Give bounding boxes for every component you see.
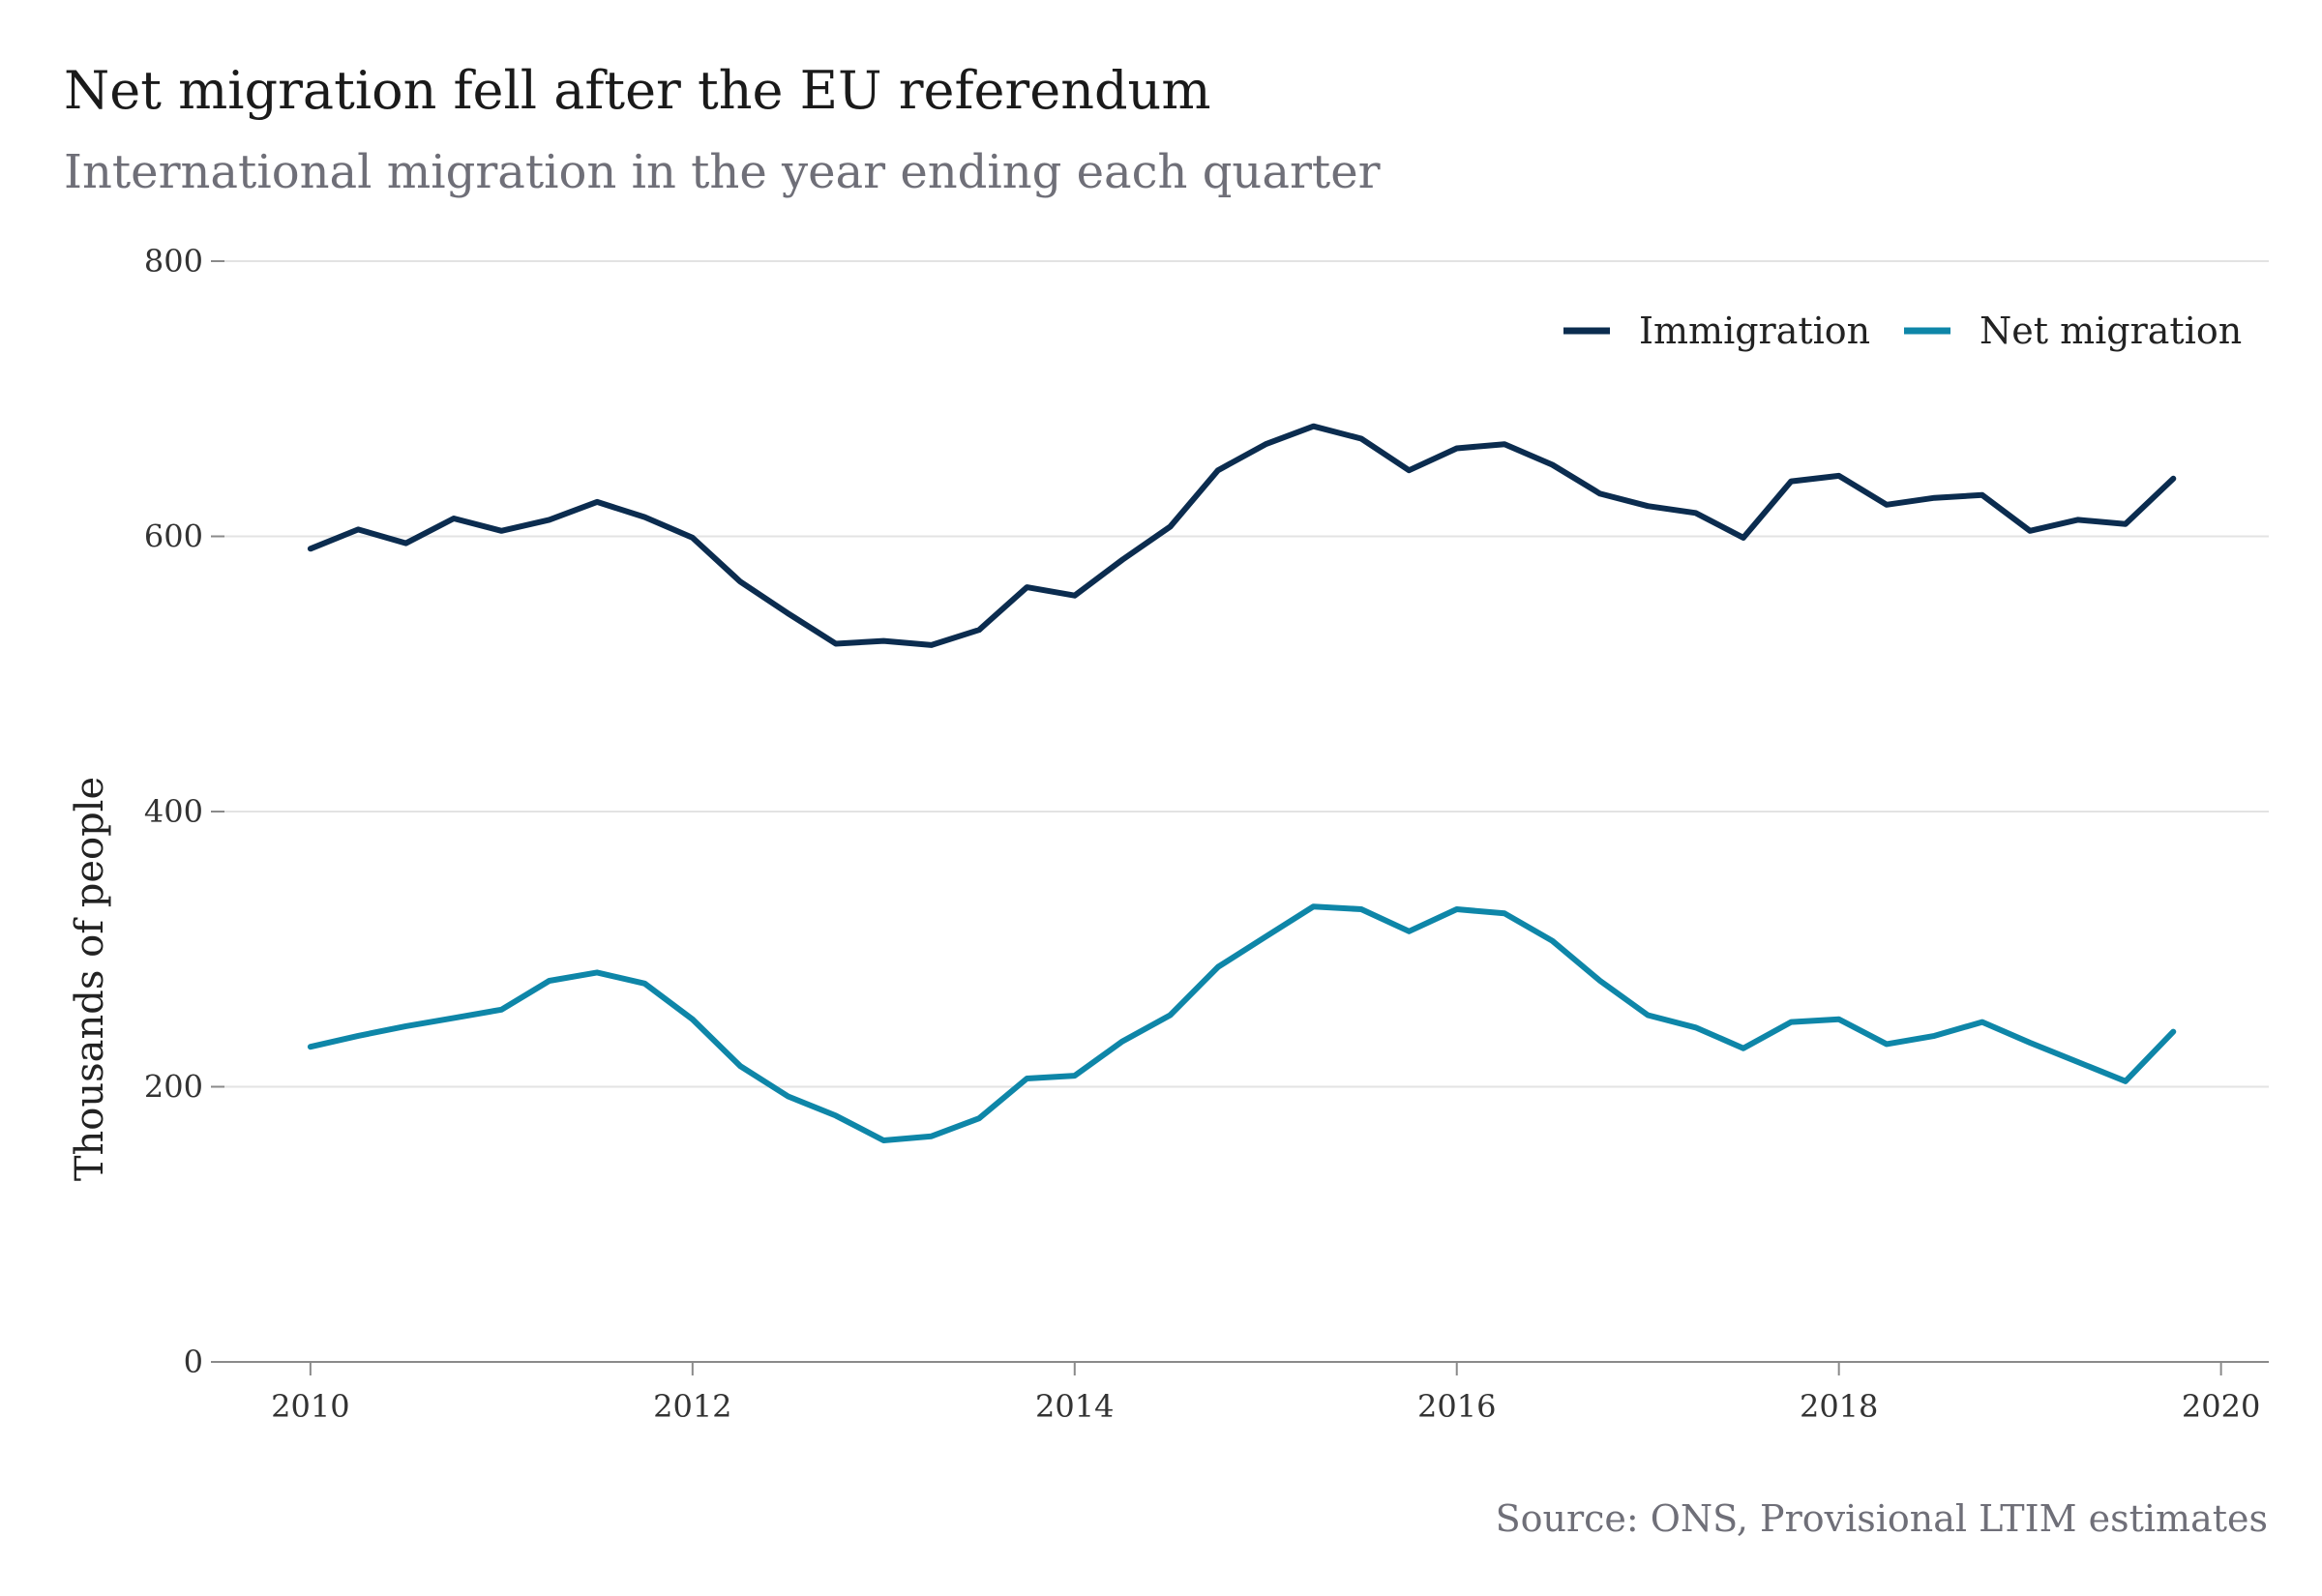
- legend-item-immigration: Immigration: [1563, 310, 1870, 352]
- y-tick-label: 800: [144, 243, 203, 280]
- legend-item-net-migration: Net migration: [1904, 310, 2242, 352]
- x-tick-label: 2012: [653, 1388, 731, 1425]
- legend-label: Net migration: [1980, 310, 2242, 352]
- y-tick-label: 200: [144, 1069, 203, 1106]
- axes: 0 200 400 600 800 2010 2012 2014 2016 2018 2020: [144, 243, 2269, 1425]
- series-line-net-migration: [307, 903, 2177, 1143]
- x-tick-label: 2016: [1417, 1388, 1496, 1425]
- x-tick-label: 2014: [1035, 1388, 1114, 1425]
- legend-label: Immigration: [1639, 310, 1870, 352]
- x-tick-label: 2020: [2182, 1388, 2260, 1425]
- legend: Immigration Net migration: [1563, 310, 2242, 352]
- y-tick-label: 400: [144, 793, 203, 830]
- x-tick-label: 2018: [1800, 1388, 1878, 1425]
- gridlines: [224, 260, 2269, 1088]
- x-tick-label: 2010: [271, 1388, 349, 1425]
- y-axis-title: Thousands of people: [68, 777, 112, 1181]
- series-lines: [307, 423, 2177, 1143]
- y-tick-label: 0: [184, 1344, 203, 1380]
- source-note: Source: ONS, Provisional LTIM estimates: [1495, 1497, 2268, 1540]
- chart-title: Net migration fell after the EU referend…: [64, 60, 1211, 121]
- series-line-immigration: [307, 423, 2177, 648]
- chart-subtitle: International migration in the year endi…: [64, 145, 1381, 199]
- y-tick-label: 600: [144, 518, 203, 555]
